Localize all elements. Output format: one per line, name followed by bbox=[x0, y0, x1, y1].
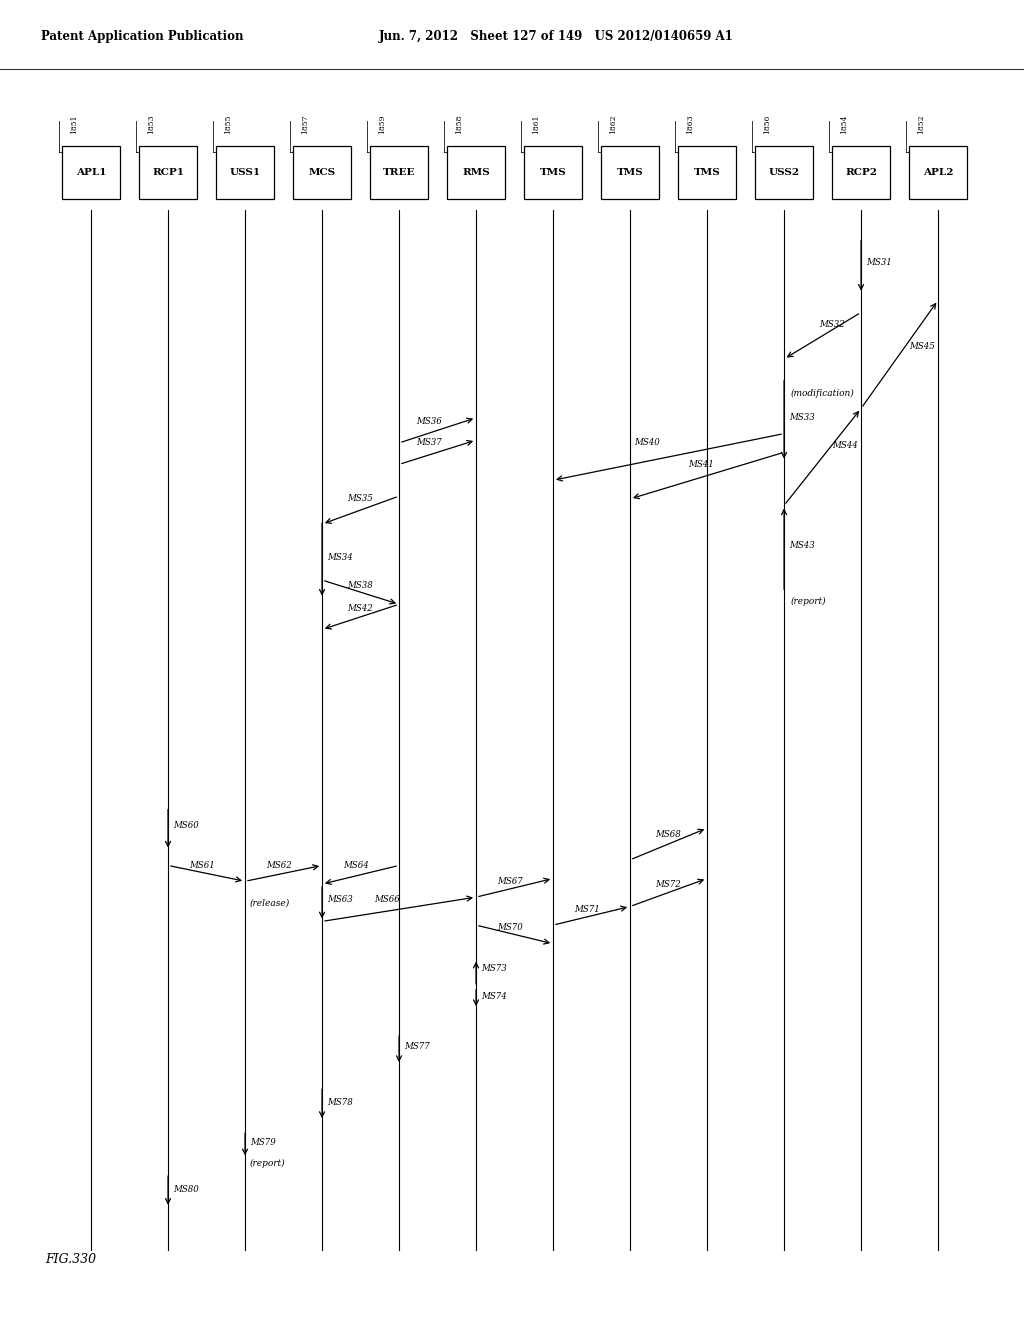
Text: MS35: MS35 bbox=[347, 495, 373, 503]
Text: TMS: TMS bbox=[616, 168, 643, 177]
Text: MCS: MCS bbox=[308, 168, 336, 177]
Text: TMS: TMS bbox=[693, 168, 721, 177]
Text: USS1: USS1 bbox=[229, 168, 260, 177]
Text: 1862: 1862 bbox=[609, 115, 617, 135]
FancyBboxPatch shape bbox=[909, 147, 968, 198]
FancyBboxPatch shape bbox=[216, 147, 274, 198]
Text: MS37: MS37 bbox=[416, 438, 441, 447]
Text: MS70: MS70 bbox=[498, 924, 523, 932]
Text: MS74: MS74 bbox=[480, 991, 507, 1001]
FancyBboxPatch shape bbox=[61, 147, 120, 198]
Text: TMS: TMS bbox=[540, 168, 566, 177]
Text: 1856: 1856 bbox=[763, 115, 771, 135]
Text: MS61: MS61 bbox=[189, 861, 215, 870]
Text: 1863: 1863 bbox=[686, 115, 694, 135]
FancyBboxPatch shape bbox=[831, 147, 890, 198]
Text: 1851: 1851 bbox=[70, 115, 78, 135]
Text: 1857: 1857 bbox=[301, 115, 309, 135]
FancyBboxPatch shape bbox=[678, 147, 736, 198]
Text: MS36: MS36 bbox=[416, 417, 441, 426]
Text: APL2: APL2 bbox=[923, 168, 953, 177]
Text: MS77: MS77 bbox=[403, 1041, 429, 1051]
Text: MS33: MS33 bbox=[788, 413, 814, 422]
Text: MS72: MS72 bbox=[654, 879, 680, 888]
Text: Patent Application Publication: Patent Application Publication bbox=[41, 30, 244, 42]
FancyBboxPatch shape bbox=[524, 147, 583, 198]
Text: 1853: 1853 bbox=[147, 115, 155, 135]
FancyBboxPatch shape bbox=[139, 147, 198, 198]
Text: MS34: MS34 bbox=[327, 553, 352, 562]
Text: RCP2: RCP2 bbox=[845, 168, 878, 177]
Text: 1861: 1861 bbox=[532, 115, 540, 135]
Text: MS63: MS63 bbox=[327, 895, 352, 904]
FancyBboxPatch shape bbox=[601, 147, 659, 198]
Text: (report): (report) bbox=[791, 597, 825, 606]
Text: MS68: MS68 bbox=[654, 830, 680, 840]
Text: MS45: MS45 bbox=[909, 342, 935, 351]
Text: MS80: MS80 bbox=[173, 1184, 199, 1193]
Text: 1858: 1858 bbox=[455, 115, 463, 135]
Text: MS60: MS60 bbox=[173, 821, 199, 830]
Text: MS66: MS66 bbox=[375, 895, 400, 904]
Text: APL1: APL1 bbox=[76, 168, 106, 177]
Text: (release): (release) bbox=[250, 898, 290, 907]
FancyBboxPatch shape bbox=[370, 147, 428, 198]
Text: 1852: 1852 bbox=[918, 115, 925, 135]
Text: MS71: MS71 bbox=[574, 904, 600, 913]
Text: FIG.330: FIG.330 bbox=[45, 1253, 96, 1266]
Text: MS78: MS78 bbox=[327, 1098, 352, 1107]
Text: (report): (report) bbox=[250, 1159, 286, 1168]
FancyBboxPatch shape bbox=[446, 147, 505, 198]
Text: USS2: USS2 bbox=[768, 168, 800, 177]
Text: MS62: MS62 bbox=[266, 861, 292, 870]
Text: MS41: MS41 bbox=[688, 459, 714, 469]
Text: TREE: TREE bbox=[383, 168, 416, 177]
Text: MS79: MS79 bbox=[250, 1138, 275, 1147]
Text: 1859: 1859 bbox=[378, 115, 386, 135]
FancyBboxPatch shape bbox=[755, 147, 813, 198]
Text: (modification): (modification) bbox=[791, 389, 854, 399]
Text: Jun. 7, 2012   Sheet 127 of 149   US 2012/0140659 A1: Jun. 7, 2012 Sheet 127 of 149 US 2012/01… bbox=[379, 30, 733, 42]
Text: RCP1: RCP1 bbox=[152, 168, 184, 177]
Text: MS42: MS42 bbox=[347, 603, 373, 612]
Text: MS31: MS31 bbox=[865, 259, 892, 268]
Text: MS64: MS64 bbox=[344, 861, 370, 870]
Text: MS43: MS43 bbox=[788, 541, 814, 550]
Text: RMS: RMS bbox=[462, 168, 489, 177]
Text: MS38: MS38 bbox=[347, 581, 373, 590]
Text: MS44: MS44 bbox=[831, 441, 857, 450]
Text: MS73: MS73 bbox=[480, 964, 507, 973]
FancyBboxPatch shape bbox=[293, 147, 351, 198]
Text: 1854: 1854 bbox=[840, 115, 848, 135]
Text: 1855: 1855 bbox=[224, 115, 232, 135]
Text: MS67: MS67 bbox=[498, 876, 523, 886]
Text: MS40: MS40 bbox=[634, 438, 659, 447]
Text: MS32: MS32 bbox=[819, 319, 845, 329]
